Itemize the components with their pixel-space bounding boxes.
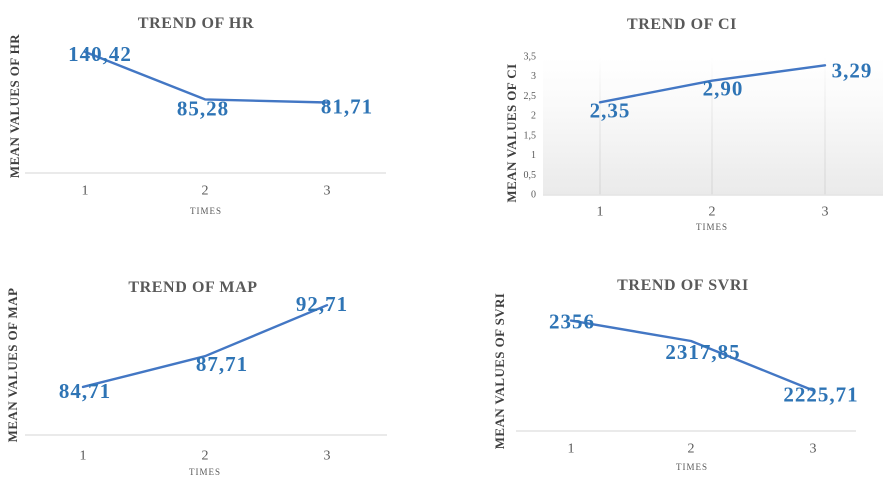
x-tick-label: 2 — [202, 184, 209, 199]
x-tick-label: 1 — [568, 442, 575, 457]
x-tick-label: 1 — [80, 449, 87, 464]
y-tick-label: 1 — [531, 150, 536, 161]
chart-title-ci: TREND OF CI — [626, 16, 737, 34]
chart-title-svri: TREND OF SVRI — [617, 277, 749, 295]
vertical-gridline — [711, 57, 713, 195]
data-label: 140,42 — [68, 42, 132, 66]
data-label: 92,71 — [296, 292, 348, 316]
x-tick-label: 3 — [810, 442, 817, 457]
chart-trend-of-ci: 2,35 2,90 3,29 1 2 3 0 0,5 1 1,5 2 2,5 3 3,5 TREND OF… — [446, 0, 893, 242]
y-tick-label: 2,5 — [524, 91, 537, 102]
data-label: 2,35 — [590, 98, 631, 122]
plot-area-ci: 2,35 2,90 3,29 1 2 3 0 0,5 1 1,5 2 2,5 3 3,5 — [524, 52, 883, 220]
plot-area-hr: 140,42 85,28 81,71 1 2 3 — [25, 42, 386, 199]
chart-trend-of-map: 84,71 87,71 92,71 1 2 3 TREND OF MAP MEAN VAL… — [0, 242, 446, 484]
y-tick-label: 3,5 — [524, 52, 537, 63]
data-label: 81,71 — [321, 95, 373, 119]
plot-area-svri: 2356 2317,85 2225,71 1 2 3 — [516, 310, 858, 457]
y-tick-label: 2 — [531, 111, 536, 122]
vertical-gridline — [824, 57, 826, 195]
x-tick-label: 2 — [709, 205, 716, 220]
data-label: 85,28 — [177, 96, 229, 120]
x-tick-label: 1 — [82, 184, 89, 199]
chart-title-hr: TREND OF HR — [137, 15, 255, 33]
chart-trend-of-hr: 140,42 85,28 81,71 1 2 3 TREND OF HR MEAN VAL… — [0, 0, 446, 242]
trend-line — [83, 50, 329, 104]
x-axis-label-svri: TIMES — [676, 462, 708, 472]
chart-title-map: TREND OF MAP — [128, 279, 258, 297]
x-tick-label: 3 — [822, 205, 829, 220]
x-tick-label: 2 — [202, 449, 209, 464]
x-tick-label: 2 — [688, 442, 695, 457]
y-tick-label: 3 — [531, 71, 536, 82]
y-axis-label-map: MEAN VALUES OF MAP — [5, 287, 20, 443]
x-axis-label-ci: TIMES — [696, 222, 728, 232]
y-tick-label: 1,5 — [524, 130, 537, 141]
chart-trend-of-svri: 2356 2317,85 2225,71 1 2 3 TREND OF SVRI MEAN… — [446, 242, 893, 484]
y-axis-label-ci: MEAN VALUES OF CI — [504, 63, 519, 203]
y-tick-label: 0 — [531, 190, 536, 201]
vertical-gridline — [599, 57, 601, 195]
x-axis-label-map: TIMES — [189, 467, 221, 477]
x-tick-label: 3 — [324, 184, 331, 199]
data-label: 3,29 — [832, 58, 873, 82]
y-axis-label-svri: MEAN VALUES OF SVRI — [492, 292, 507, 450]
trend-line — [598, 64, 827, 104]
data-label: 84,71 — [59, 379, 111, 403]
y-axis-label-hr: MEAN VALUES OF HR — [7, 33, 22, 179]
x-tick-label: 1 — [597, 205, 604, 220]
plot-area-map: 84,71 87,71 92,71 1 2 3 — [25, 292, 387, 464]
x-axis-label-hr: TIMES — [190, 206, 222, 216]
y-tick-label: 0,5 — [524, 170, 537, 181]
x-tick-label: 3 — [324, 449, 331, 464]
data-label: 2356 — [549, 310, 595, 334]
data-label: 2225,71 — [783, 382, 858, 406]
trend-line — [81, 304, 329, 389]
data-label: 2317,85 — [665, 340, 740, 364]
data-label: 2,90 — [703, 77, 744, 101]
trend-line — [569, 319, 815, 392]
data-label: 87,71 — [196, 352, 248, 376]
